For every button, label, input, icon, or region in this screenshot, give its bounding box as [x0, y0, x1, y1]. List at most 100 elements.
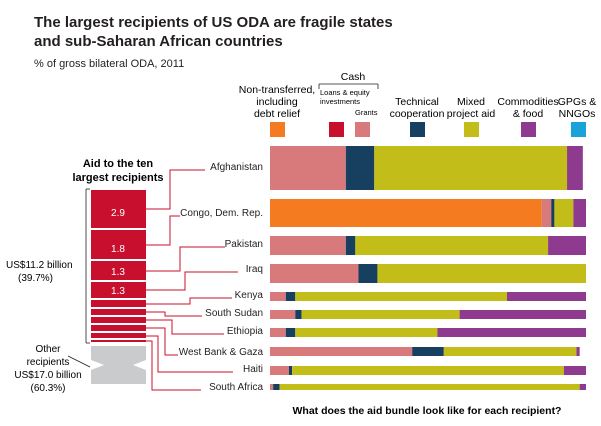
- connector-line-3: [146, 246, 225, 272]
- side-bar-title-line2: largest recipients: [72, 172, 163, 184]
- bar-9-3: [273, 384, 280, 390]
- bar-1-5: [573, 199, 586, 227]
- bar-4-3: [285, 292, 296, 301]
- side-bar-segment-6: [91, 309, 146, 315]
- header: The largest recipients of US ODA are fra…: [34, 14, 393, 70]
- legend-swatch-loans: [329, 122, 344, 137]
- side-bar-other-line2: recipients: [27, 357, 70, 368]
- side-bar-top-label-line2: (39.7%): [18, 273, 53, 284]
- bar-5-3: [295, 310, 302, 319]
- bar-2-5: [548, 236, 586, 255]
- bar-0-4: [374, 146, 568, 190]
- side-bar-other-pointer: [67, 355, 91, 368]
- bar-9-5: [579, 384, 586, 390]
- side-bar-value-3: 1.3: [111, 267, 125, 278]
- bars: [270, 146, 586, 390]
- bar-3-2: [270, 264, 359, 283]
- side-bar-other-segment: [91, 346, 146, 384]
- bar-3-3: [358, 264, 378, 283]
- bar-1-2: [541, 199, 552, 227]
- side-bar-other-line1: Other: [35, 344, 61, 355]
- bar-8-5: [563, 366, 586, 375]
- category-label: Congo, Dem. Rep.: [180, 208, 263, 219]
- bar-7-5: [576, 347, 580, 356]
- bar-8-2: [270, 366, 289, 375]
- connectors: [146, 169, 238, 391]
- connector-line-5: [146, 297, 232, 305]
- category-label: Iraq: [246, 264, 263, 275]
- bar-0-3: [345, 146, 375, 190]
- side-bar-segment-5: [91, 300, 146, 307]
- side-bar-segment-9: [91, 333, 146, 338]
- bar-6-3: [285, 328, 296, 337]
- legend-nontransferred-line1: Non-transferred,: [239, 84, 315, 96]
- legend-grants: Grants: [355, 108, 378, 117]
- side-bar-other-line3: US$17.0 billion: [14, 370, 81, 381]
- side-bar: Aid to the ten largest recipients 2.9 1.…: [6, 158, 164, 394]
- bar-0-5: [567, 146, 583, 190]
- legend-mixed-line2: project aid: [447, 108, 496, 120]
- category-labels: Afghanistan Congo, Dem. Rep. Pakistan Iraq K…: [179, 162, 264, 393]
- side-bar-segment-10: [91, 340, 146, 342]
- bar-6-4: [295, 328, 438, 337]
- bar-2-2: [270, 236, 346, 255]
- category-label: Kenya: [235, 290, 264, 301]
- bar-0-2: [270, 146, 346, 190]
- connector-line-7: [146, 319, 224, 335]
- bar-4-5: [507, 292, 586, 301]
- legend-loans-line2: investments: [320, 97, 360, 106]
- legend-commodities-line1: Commodities: [497, 96, 558, 108]
- category-label: Ethiopia: [227, 326, 264, 337]
- side-bar-value-2: 1.8: [111, 244, 125, 255]
- bar-1-3: [551, 199, 555, 227]
- legend-nontransferred-line3: debt relief: [254, 108, 300, 120]
- connector-line-1: [146, 169, 205, 210]
- category-label: West Bank & Gaza: [179, 347, 264, 358]
- category-label: South Sudan: [205, 308, 263, 319]
- bar-7-3: [412, 347, 444, 356]
- bar-5-4: [301, 310, 460, 319]
- legend-mixed-line1: Mixed: [457, 96, 485, 108]
- chart-title-line2: and sub-Saharan African countries: [34, 33, 283, 50]
- legend-cash-header: Cash: [341, 71, 366, 83]
- legend: Non-transferred, including debt relief C…: [239, 71, 596, 137]
- category-label: Pakistan: [225, 239, 263, 250]
- category-label: Afghanistan: [210, 162, 263, 173]
- legend-swatch-mixed: [464, 122, 479, 137]
- category-label: Haiti: [243, 364, 263, 375]
- connector-line-2: [146, 215, 180, 246]
- connector-line-4: [146, 271, 238, 291]
- side-bar-segment-3: [91, 261, 146, 280]
- connector-line-10: [146, 340, 201, 391]
- connector-line-6: [146, 311, 202, 317]
- x-axis-label: What does the aid bundle look like for e…: [293, 405, 562, 417]
- bar-6-5: [437, 328, 586, 337]
- bar-7-2: [270, 347, 413, 356]
- bar-1-0: [270, 199, 542, 227]
- side-bar-segment-1: [91, 190, 146, 228]
- bar-2-4: [355, 236, 549, 255]
- side-bar-title-line1: Aid to the ten: [83, 158, 154, 170]
- bar-4-4: [295, 292, 507, 301]
- side-bar-segment-7: [91, 317, 146, 323]
- connector-line-9: [146, 335, 233, 373]
- side-bar-segment-4: [91, 282, 146, 298]
- side-bar-segment-2: [91, 230, 146, 259]
- legend-commodities-line2: & food: [513, 108, 544, 120]
- bar-4-2: [270, 292, 286, 301]
- bar-8-4: [292, 366, 564, 375]
- chart-subtitle: % of gross bilateral ODA, 2011: [34, 58, 184, 70]
- side-bar-value-4: 1.3: [111, 286, 125, 297]
- side-bar-other-line4: (60.3%): [30, 383, 65, 394]
- legend-gpgs-line1: GPGs &: [558, 96, 597, 108]
- bar-2-3: [345, 236, 356, 255]
- bar-8-3: [288, 366, 293, 375]
- legend-tech-line2: cooperation: [390, 108, 445, 120]
- legend-swatch-technical: [410, 122, 425, 137]
- legend-tech-line1: Technical: [395, 96, 439, 108]
- bar-9-2: [270, 384, 274, 390]
- side-bar-top-label-line1: US$11.2 billion: [6, 260, 73, 271]
- legend-swatch-nontransferred: [270, 122, 285, 137]
- connector-line-8: [146, 327, 178, 356]
